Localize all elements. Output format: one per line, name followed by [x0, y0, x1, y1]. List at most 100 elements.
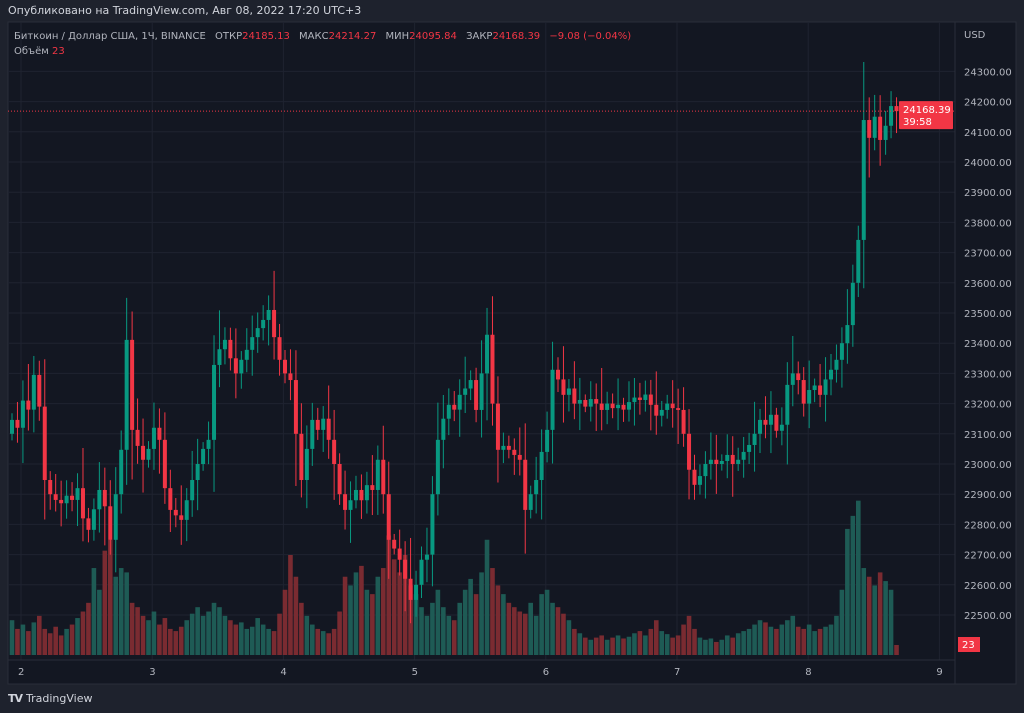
candle-body: [714, 459, 719, 464]
volume-label[interactable]: Объём: [14, 46, 49, 57]
candle-body: [550, 369, 555, 430]
volume-bar: [632, 633, 637, 655]
volume-bar: [266, 628, 271, 655]
volume-bar: [391, 559, 397, 655]
volume-bar: [583, 637, 588, 655]
volume-bar: [364, 589, 370, 655]
volume-bar: [255, 618, 260, 655]
price-tick-label: 24000.00: [964, 158, 1012, 169]
candle-body: [75, 488, 80, 500]
volume-bar: [806, 624, 812, 655]
candle-body: [435, 439, 440, 495]
volume-bar: [386, 535, 392, 655]
candle-body: [845, 325, 850, 344]
volume-bar: [517, 611, 523, 655]
candle-body: [261, 319, 266, 329]
volume-bar: [288, 555, 293, 655]
volume-bar: [719, 639, 725, 655]
volume-bar: [397, 572, 402, 655]
candle-body: [288, 373, 293, 381]
candle-body: [708, 459, 713, 464]
volume-bar: [555, 607, 561, 655]
candle-body: [239, 359, 244, 374]
price-axis[interactable]: 22500.00 22600.00 22700.00 22800.00 22900.00…: [964, 67, 1012, 622]
volume-bar: [299, 602, 304, 655]
candle-body: [452, 404, 457, 410]
volume-bar: [817, 628, 823, 655]
volume-bar: [211, 602, 217, 655]
volume-bar: [80, 611, 86, 655]
volume-bar: [643, 635, 648, 655]
candle-body: [676, 408, 681, 410]
volume-bar: [724, 635, 730, 655]
volume-bar: [626, 636, 632, 655]
candle-body: [779, 424, 784, 431]
volume-bar: [610, 637, 615, 655]
volume-bar: [883, 581, 888, 655]
volume-bar: [430, 602, 435, 655]
volume-bar: [604, 639, 610, 655]
candle-body: [490, 334, 495, 404]
last-price-value: 24168.39: [903, 105, 951, 116]
volume-bar: [845, 528, 850, 655]
volume-bar: [113, 576, 119, 655]
candle-body: [10, 419, 14, 434]
volume-bar: [779, 624, 785, 655]
candle-body: [883, 125, 888, 140]
candle-body: [785, 384, 790, 425]
candle-body: [397, 548, 402, 560]
volume-bar: [320, 631, 326, 655]
volume-bar: [495, 585, 501, 655]
volume-bar: [561, 613, 566, 655]
candle-body: [774, 414, 779, 431]
candle-body: [577, 399, 582, 404]
volume-bar: [195, 607, 200, 655]
price-tick-label: 24200.00: [964, 98, 1012, 109]
candle-body: [217, 349, 222, 365]
published-caption: Опубликовано на TradingView.com, Авг 08,…: [8, 4, 362, 17]
volume-bar: [735, 633, 741, 655]
volume-bar: [228, 620, 233, 655]
volume-bar: [69, 624, 75, 655]
volume-bar: [768, 626, 774, 655]
candle-body: [179, 515, 184, 520]
candle-body: [414, 584, 419, 600]
volume-bar: [86, 602, 91, 655]
candle-body: [867, 120, 872, 138]
volume-bar: [244, 628, 250, 655]
volume-bar: [468, 578, 473, 655]
volume-bar: [9, 620, 15, 655]
symbol-title[interactable]: Биткоин / Доллар США, 1Ч, BINANCE: [14, 31, 206, 42]
time-axis[interactable]: 2 3 4 5 6 7 8 9: [18, 667, 943, 678]
volume-bar: [47, 633, 53, 655]
volume-bar: [233, 624, 239, 655]
last-price-badge: 24168.39 39:58: [899, 101, 953, 130]
volume-bar: [293, 576, 299, 655]
candle-body: [15, 419, 20, 428]
candle-body: [315, 419, 320, 430]
candle-body: [430, 494, 435, 555]
price-tick-label: 23300.00: [964, 369, 1012, 380]
candle-body: [381, 459, 386, 495]
volume-bar: [31, 622, 37, 655]
candle-body: [86, 518, 91, 530]
volume-bar: [506, 602, 512, 655]
volume-bar: [801, 628, 806, 655]
price-tick-label: 22800.00: [964, 520, 1012, 531]
volume-bar: [774, 628, 779, 655]
candle-body: [359, 489, 364, 501]
candle-body: [48, 480, 53, 495]
candle-body: [141, 445, 146, 460]
candle-body: [479, 373, 484, 410]
candle-body: [190, 480, 195, 501]
price-tick-label: 22500.00: [964, 611, 1012, 622]
candle-body: [91, 509, 96, 530]
volume-bar: [763, 622, 768, 655]
brand-name: TradingView: [26, 692, 93, 705]
candle-body: [850, 282, 855, 326]
volume-bar: [200, 615, 206, 655]
candle-body: [605, 403, 610, 410]
candle-body: [659, 409, 664, 416]
candle-body: [829, 369, 833, 380]
